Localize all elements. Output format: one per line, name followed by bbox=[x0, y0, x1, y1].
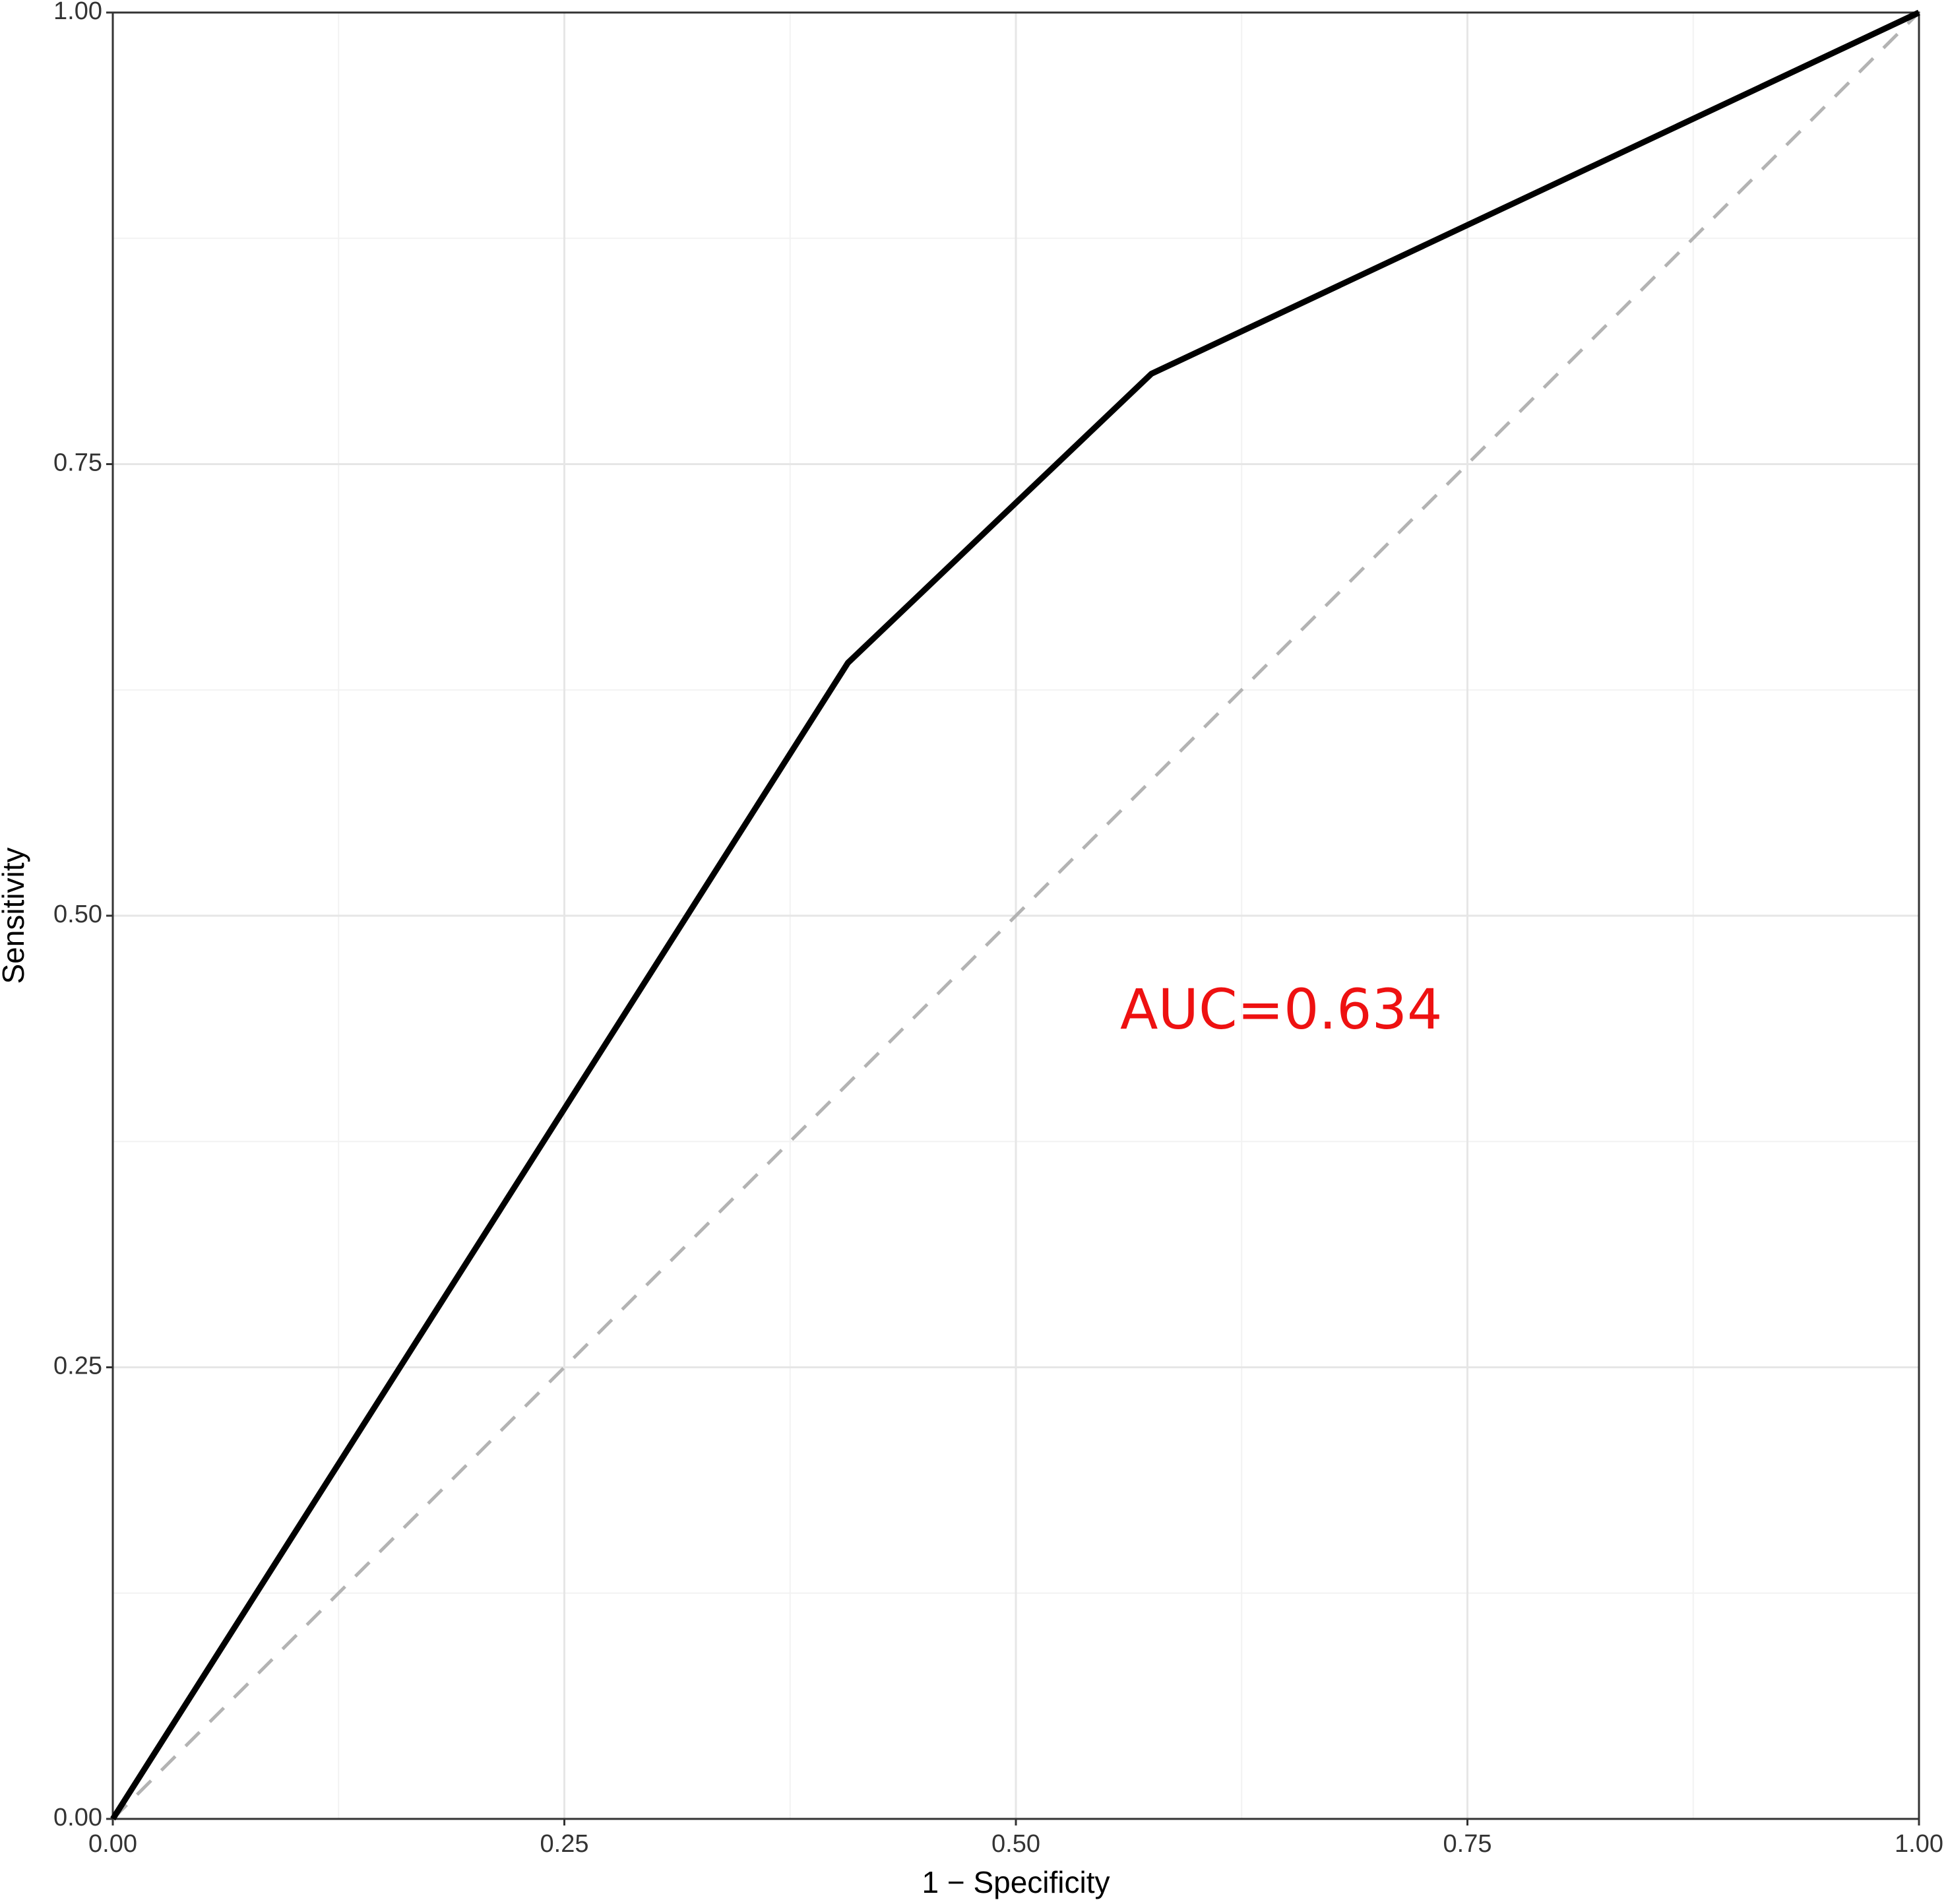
y-tick-label: 0.75 bbox=[53, 449, 102, 477]
y-axis-title: Sensitivity bbox=[0, 847, 30, 984]
x-tick-label: 0.25 bbox=[540, 1830, 589, 1858]
annotation: AUC=0.634 bbox=[1120, 977, 1442, 1042]
roc-line bbox=[110, 9, 1920, 1821]
y-tick-label: 1.00 bbox=[53, 0, 102, 25]
y-tick-label: 0.25 bbox=[53, 1352, 102, 1380]
x-tick-label: 0.75 bbox=[1443, 1830, 1492, 1858]
reference-line bbox=[111, 11, 1920, 1820]
x-tick-label: 0.00 bbox=[88, 1830, 137, 1858]
x-axis-title: 1 − Specificity bbox=[922, 1865, 1110, 1899]
y-tick-label: 0.00 bbox=[53, 1804, 102, 1831]
plot-border bbox=[111, 11, 1920, 1820]
x-tick-label: 0.50 bbox=[991, 1830, 1040, 1858]
x-tick-label: 1.00 bbox=[1895, 1830, 1943, 1858]
y-tick-label: 0.50 bbox=[53, 901, 102, 928]
